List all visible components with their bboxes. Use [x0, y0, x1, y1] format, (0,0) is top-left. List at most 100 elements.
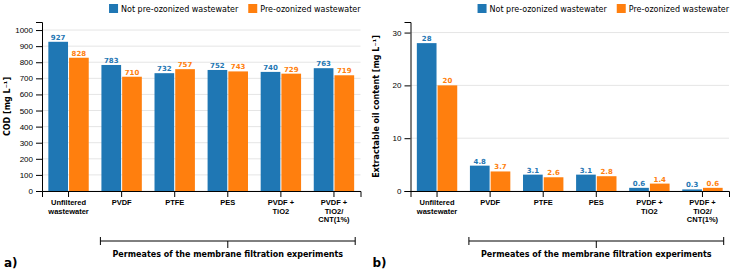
data-label: 3.1 [580, 167, 593, 175]
grid-line [42, 126, 361, 127]
data-label: 743 [231, 63, 246, 71]
bracket-line [100, 237, 101, 245]
bracket-label: Permeates of the membrane filtration exp… [481, 250, 712, 259]
legend-swatch [617, 4, 626, 13]
y-tick-label: 0 [29, 187, 34, 196]
bar [208, 70, 228, 191]
y-tick-mark [405, 85, 411, 86]
data-label: 757 [178, 61, 193, 69]
x-tick-mark [543, 191, 544, 197]
y-tick-label: 500 [20, 107, 34, 116]
data-label: 732 [157, 65, 172, 73]
y-tick: 20 [393, 81, 411, 90]
bar [544, 177, 564, 191]
x-tick-label: PVDF [112, 198, 132, 207]
panel: 01002003004005006007008009001000Unfilter… [3, 4, 361, 270]
bars [417, 43, 723, 191]
y-tick: 900 [20, 42, 42, 51]
grid-line [42, 78, 361, 79]
grid-line [42, 94, 361, 95]
x-tick-label: PES [220, 198, 235, 207]
x-tick-label: PTFE [534, 198, 553, 207]
data-label: 0.6 [633, 180, 646, 188]
data-label: 710 [125, 69, 140, 77]
x-tick-label-line: PVDF [112, 198, 132, 207]
y-tick-label: 300 [20, 139, 34, 148]
bar [122, 77, 142, 191]
data-label: 740 [263, 64, 278, 72]
x-axis: UnfilteredwastewaterPVDFPTFEPESPVDF +TiO… [411, 191, 730, 224]
data-label: 20 [443, 77, 453, 85]
grid-line [411, 85, 730, 86]
y-tick-mark [36, 159, 42, 160]
y-axis-line [405, 23, 412, 192]
bracket-label: Permeates of the membrane filtration exp… [112, 250, 343, 259]
data-label: 783 [104, 57, 119, 65]
x-tick-mark [649, 191, 650, 197]
x-tick-label: PVDF +TiO2 [268, 198, 295, 215]
x-tick: Unfilteredwastewater [416, 191, 458, 216]
x-tick-mark [280, 191, 281, 197]
x-tick-label-line: wastewater [416, 207, 458, 216]
grid-line [411, 32, 730, 33]
chart-root: 01002003004005006007008009001000Unfilter… [0, 0, 737, 273]
bar [703, 188, 723, 191]
y-tick: 300 [20, 139, 42, 148]
x-tick-label: PTFE [165, 198, 184, 207]
legend-item: Pre-ozonized wastewater [617, 4, 730, 14]
y-tick-mark [36, 143, 42, 144]
legend-item: Pre-ozonized wastewater [248, 4, 361, 14]
y-axis: 01002003004005006007008009001000 [15, 23, 42, 197]
y-tick: 1000 [15, 26, 42, 35]
bracket-line [227, 241, 228, 248]
x-axis: Unfilteredwastewater PVDF PTFE PES PVDF +TiO… [43, 191, 362, 224]
y-tick: 100 [20, 171, 42, 180]
bar [101, 65, 121, 191]
legend-item: Not pre-ozonized wastewater [478, 4, 608, 14]
legend-item: Not pre-ozonized wastewater [109, 4, 239, 14]
panel: 0102030UnfilteredwastewaterPVDFPTFEPESPV… [372, 4, 730, 270]
x-tick: PVDF +TiO2 [268, 191, 295, 216]
bracket-line [468, 237, 469, 245]
legend: Not pre-ozonized wastewater Pre-ozonized … [478, 4, 730, 14]
x-tick-mark [490, 191, 491, 197]
x-tick: Unfilteredwastewater [47, 191, 89, 216]
legend-swatch [109, 4, 118, 13]
bar [228, 71, 248, 191]
y-tick: 30 [393, 29, 411, 38]
y-axis-title: COD [mg L⁻¹] [3, 77, 12, 136]
bar [69, 58, 89, 191]
data-label: 3.1 [527, 167, 540, 175]
y-tick-mark [36, 62, 42, 63]
data-labels: 927783732752740763828710757743729719 [51, 34, 352, 77]
data-label: 752 [210, 62, 225, 70]
y-tick-mark [36, 127, 42, 128]
bracket-line [596, 241, 597, 248]
x-tick-mark [596, 191, 597, 197]
grid-line [42, 158, 361, 159]
y-tick-label: 800 [20, 58, 34, 67]
x-tick-mark [121, 191, 122, 197]
y-tick: 0 [397, 187, 410, 196]
x-tick-label: PVDF [480, 198, 500, 207]
legend-label: Not pre-ozonized wastewater [121, 5, 239, 14]
y-tick-mark [36, 30, 42, 31]
y-tick: 500 [20, 107, 42, 116]
plot-area: 0102030UnfilteredwastewaterPVDFPTFEPESPV… [372, 23, 730, 260]
grid-line [42, 110, 361, 111]
bar [417, 43, 437, 191]
x-tick-label: Unfilteredwastewater [416, 198, 458, 215]
x-tick: PVDF [480, 191, 500, 207]
y-tick-mark [36, 191, 42, 192]
legend: Not pre-ozonized wastewater Pre-ozonized … [109, 4, 361, 14]
data-label: 2.8 [600, 168, 613, 176]
x-tick-label-line: PES [220, 198, 235, 207]
bar [523, 175, 543, 191]
bar [48, 42, 68, 191]
bar [470, 166, 490, 191]
panel-label: a) [4, 256, 18, 270]
legend-swatch [478, 4, 487, 13]
x-tick: PES [589, 191, 604, 207]
bar [597, 176, 617, 191]
plot-area: 01002003004005006007008009001000Unfilter… [3, 23, 361, 260]
